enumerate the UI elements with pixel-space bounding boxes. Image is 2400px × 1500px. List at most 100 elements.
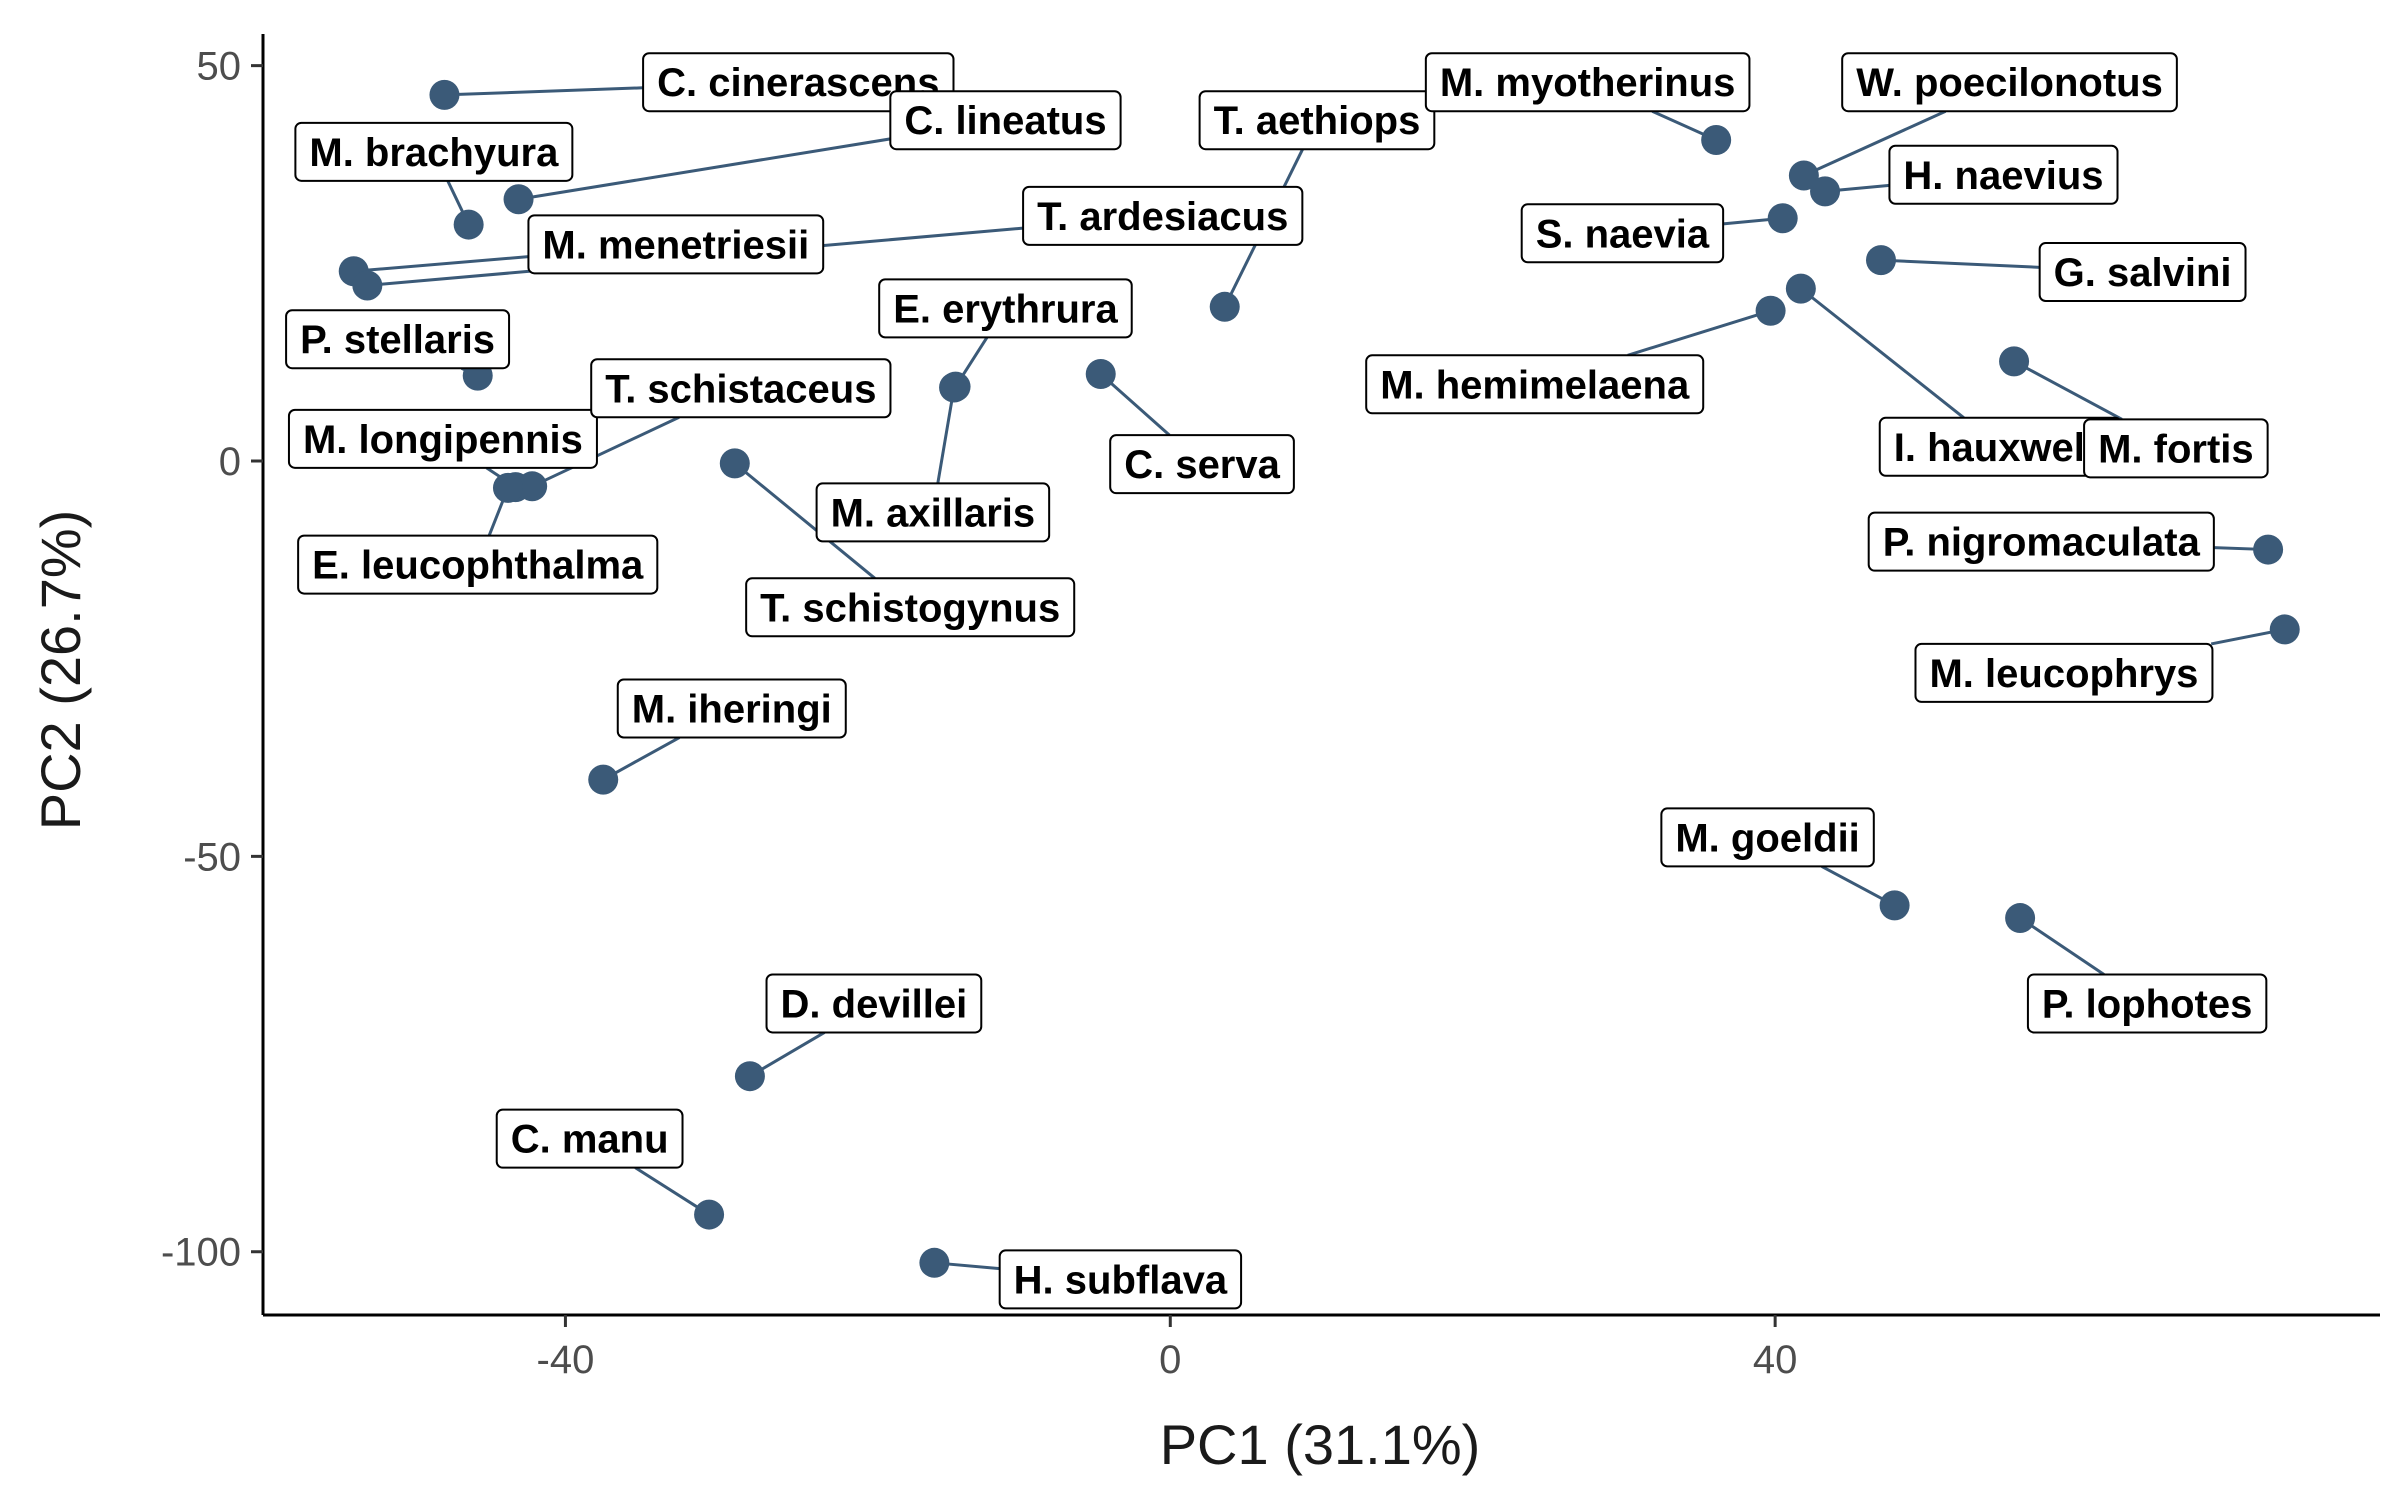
point-label-box xyxy=(2026,973,2268,1034)
point-label: M. iheringi xyxy=(616,678,847,739)
y-tick-label: 50 xyxy=(197,45,242,89)
point-label: P. stellaris xyxy=(285,309,511,370)
data-point xyxy=(1865,245,1896,276)
point-label-text: T. schistogynus xyxy=(760,586,1060,630)
point-label: M. brachyura xyxy=(294,121,574,182)
x-axis-title: PC1 (31.1%) xyxy=(1160,1413,1481,1476)
point-label-box xyxy=(1424,52,1751,113)
point-label: M. goeldii xyxy=(1660,807,1875,868)
point-label-box xyxy=(1888,144,2119,205)
point-label: M. leucophrys xyxy=(1914,642,2214,703)
data-point xyxy=(429,79,460,110)
point-label-text: E. erythrura xyxy=(893,287,1118,331)
data-point xyxy=(1085,359,1116,390)
point-label-text: C. manu xyxy=(511,1118,669,1162)
leader-line xyxy=(531,415,680,488)
point-label-text: P. stellaris xyxy=(300,318,495,362)
x-tick-label: 0 xyxy=(1159,1338,1181,1382)
point-label: M. myotherinus xyxy=(1424,52,1751,113)
point-label-box xyxy=(998,1249,1243,1310)
data-point xyxy=(517,471,548,502)
point-label-text: M. axillaris xyxy=(831,491,1036,535)
point-label-text: T. ardesiacus xyxy=(1037,195,1288,239)
data-point xyxy=(2253,534,2284,565)
point-label-text: M. goeldii xyxy=(1675,816,1859,860)
point-label: T. aethiops xyxy=(1198,90,1436,151)
point-label-text: D. devillei xyxy=(781,982,968,1026)
point-label-text: I. hauxwelli xyxy=(1894,426,2107,470)
leader-line xyxy=(2013,360,2123,421)
data-point xyxy=(1788,160,1819,191)
point-label-text: M. brachyura xyxy=(309,131,559,175)
data-point xyxy=(1755,295,1786,326)
point-label-text: P. nigromaculata xyxy=(1883,521,2201,565)
leader-line xyxy=(1799,287,1965,419)
point-label: S. naevia xyxy=(1520,203,1725,264)
point-label-box xyxy=(1867,511,2215,572)
data-point xyxy=(1999,346,2030,377)
data-point xyxy=(939,372,970,403)
point-label: T. ardesiacus xyxy=(1022,185,1304,246)
point-label-box xyxy=(642,52,955,113)
data-point xyxy=(1767,203,1798,234)
point-label-text: M. iheringi xyxy=(632,688,832,732)
leader-line xyxy=(1627,309,1772,357)
data-point xyxy=(503,184,534,215)
point-label-text: M. fortis xyxy=(2098,427,2254,471)
point-label-text: T. aethiops xyxy=(1214,99,1421,143)
data-point xyxy=(1785,273,1816,304)
data-point xyxy=(2005,903,2036,934)
point-label-box xyxy=(1198,90,1436,151)
point-label-text: H. naevius xyxy=(1903,154,2103,198)
point-label-box xyxy=(297,534,659,595)
point-label-box xyxy=(1914,642,2214,703)
point-label: G. salvini xyxy=(2038,242,2247,303)
data-point xyxy=(2269,614,2300,645)
point-label-box xyxy=(1520,203,1725,264)
data-point xyxy=(492,472,523,503)
point-label-text: G. salvini xyxy=(2054,251,2232,295)
data-point xyxy=(919,1247,950,1278)
point-label-text: M. myotherinus xyxy=(1440,61,1736,105)
point-label-box xyxy=(294,121,574,182)
point-label: M. menetriesii xyxy=(527,214,825,275)
point-label: M. fortis xyxy=(2083,418,2269,479)
point-label-text: W. poecilonotus xyxy=(1856,61,2163,105)
point-label: P. lophotes xyxy=(2026,973,2268,1034)
point-label-text: M. leucophrys xyxy=(1929,652,2198,696)
axes: 50 0 -50 -100 -40 0 40 xyxy=(161,34,2380,1382)
point-label-box xyxy=(1022,185,1304,246)
y-axis-title: PC2 (26.7%) xyxy=(29,510,92,831)
point-label-text: H. subflava xyxy=(1014,1258,1228,1302)
point-label-text: P. lophotes xyxy=(2042,982,2252,1026)
leader-line xyxy=(936,387,956,484)
point-label-box xyxy=(765,973,983,1034)
data-point xyxy=(1209,291,1240,322)
point-label-text: M. hemimelaena xyxy=(1380,363,1690,407)
point-label: C. cinerascens xyxy=(642,52,955,113)
data-point xyxy=(694,1199,725,1230)
point-label: M. axillaris xyxy=(815,482,1051,543)
leader-line xyxy=(1099,372,1171,437)
point-label-box xyxy=(1660,807,1875,868)
leader-line xyxy=(733,462,876,580)
point-label: C. lineatus xyxy=(889,90,1122,151)
point-label-box xyxy=(2083,418,2269,479)
leader-line xyxy=(518,137,891,201)
point-label-box xyxy=(285,309,511,370)
point-label-text: E. leucophthalma xyxy=(312,544,644,588)
data-point xyxy=(1879,890,1910,921)
point-label-text: M. menetriesii xyxy=(542,223,809,267)
point-label: H. subflava xyxy=(998,1249,1243,1310)
y-tick-label: -50 xyxy=(183,835,241,879)
y-tick-label: 0 xyxy=(219,440,241,484)
point-label: E. erythrura xyxy=(878,278,1133,339)
point-label: C. serva xyxy=(1109,434,1295,495)
point-label: P. nigromaculata xyxy=(1867,511,2215,572)
point-label-text: C. serva xyxy=(1124,443,1280,487)
leader-line xyxy=(2019,916,2105,976)
point-label: C. manu xyxy=(495,1108,684,1169)
point-label-text: T. schistaceus xyxy=(605,367,876,411)
